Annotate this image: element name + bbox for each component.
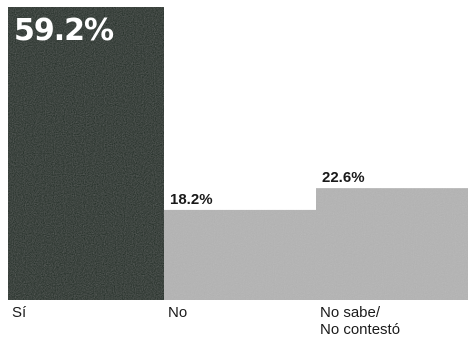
bar-2 [164,209,316,300]
value-label-3: 22.6% [322,169,365,186]
value-label-2: 18.2% [170,191,213,208]
bar-3 [316,188,468,300]
category-label-2: No [168,304,187,321]
value-label-1: 59.2% [14,13,114,48]
category-label-1: Sí [12,304,27,321]
bar-1 [8,7,164,300]
category-label-3: No sabe/No contestó [320,304,400,337]
